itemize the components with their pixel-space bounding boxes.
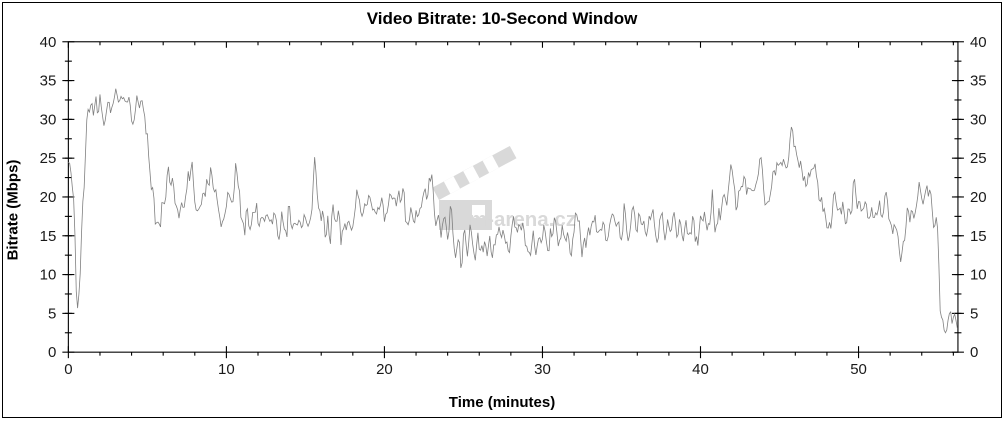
svg-text:0: 0 bbox=[48, 344, 56, 361]
svg-text:40: 40 bbox=[692, 361, 709, 378]
svg-text:5: 5 bbox=[970, 305, 978, 322]
svg-text:10: 10 bbox=[40, 267, 57, 284]
svg-text:10: 10 bbox=[970, 267, 987, 284]
svg-text:30: 30 bbox=[970, 111, 987, 128]
svg-text:30: 30 bbox=[534, 361, 551, 378]
svg-text:5: 5 bbox=[48, 305, 56, 322]
svg-text:20: 20 bbox=[970, 189, 987, 206]
svg-text:15: 15 bbox=[970, 228, 987, 245]
svg-text:15: 15 bbox=[40, 228, 57, 245]
svg-text:20: 20 bbox=[376, 361, 393, 378]
svg-text:40: 40 bbox=[970, 34, 987, 51]
svg-text:35: 35 bbox=[970, 73, 987, 90]
svg-text:35: 35 bbox=[40, 73, 57, 90]
svg-text:40: 40 bbox=[40, 34, 57, 51]
svg-text:25: 25 bbox=[40, 150, 57, 167]
svg-text:0: 0 bbox=[970, 344, 978, 361]
svg-text:20: 20 bbox=[40, 189, 57, 206]
svg-text:10: 10 bbox=[218, 361, 235, 378]
svg-text:25: 25 bbox=[970, 150, 987, 167]
svg-text:50: 50 bbox=[850, 361, 867, 378]
svg-text:0: 0 bbox=[64, 361, 72, 378]
svg-text:30: 30 bbox=[40, 111, 57, 128]
